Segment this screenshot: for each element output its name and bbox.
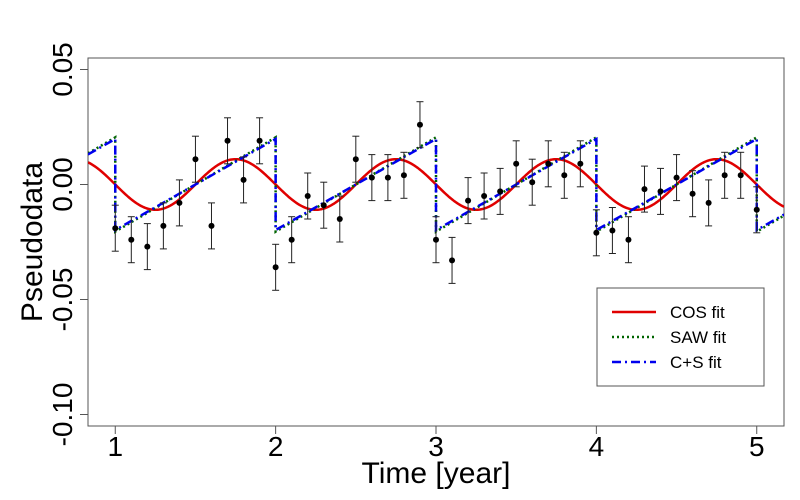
data-point	[689, 190, 696, 197]
data-point	[753, 206, 760, 213]
data-point	[657, 188, 664, 195]
data-point	[288, 236, 295, 243]
data-point	[481, 193, 488, 199]
data-point	[256, 137, 263, 144]
x-tick-label: 3	[428, 431, 444, 462]
y-axis-label: Pseudodata	[16, 162, 49, 322]
data-point	[529, 179, 536, 186]
data-point	[336, 216, 343, 222]
data-point	[144, 243, 151, 250]
legend-box	[596, 287, 765, 387]
data-point	[513, 160, 520, 167]
data-point	[112, 225, 119, 232]
data-point	[449, 257, 456, 264]
data-point	[721, 172, 728, 179]
x-tick-label: 1	[107, 431, 123, 462]
data-point	[400, 172, 407, 179]
data-point	[497, 188, 504, 195]
x-tick-label: 5	[749, 431, 765, 462]
data-point	[561, 172, 568, 179]
data-point	[384, 174, 391, 181]
data-point	[320, 202, 327, 209]
y-tick-label: -0.05	[47, 268, 78, 332]
data-point	[128, 236, 135, 243]
data-point	[416, 121, 423, 128]
data-point	[593, 229, 600, 236]
x-axis: 1 2 3 4 5	[107, 426, 765, 462]
x-tick-label: 2	[268, 431, 284, 462]
legend-label-cos: COS fit	[670, 303, 725, 322]
data-point	[705, 199, 712, 206]
data-point	[272, 264, 279, 271]
data-point	[673, 174, 680, 181]
data-point	[352, 156, 359, 163]
x-tick-label: 4	[589, 431, 605, 462]
data-point	[176, 199, 183, 206]
data-point	[368, 174, 375, 181]
y-tick-label: 0.05	[47, 42, 78, 97]
data-point	[433, 236, 439, 243]
data-point	[240, 176, 247, 183]
data-point	[304, 193, 311, 199]
c-plus-s-fit-line	[88, 136, 784, 233]
legend-label-saw: SAW fit	[670, 328, 726, 347]
data-point	[737, 172, 744, 179]
y-tick-label: -0.10	[47, 383, 78, 447]
legend-label-cs: C+S fit	[670, 353, 722, 372]
data-point	[465, 197, 472, 204]
y-tick-label: 0.00	[47, 157, 78, 212]
data-point	[160, 222, 167, 229]
data-point	[641, 186, 648, 193]
data-point	[192, 156, 199, 163]
x-axis-label: Time [year]	[362, 457, 511, 490]
data-points	[111, 101, 761, 291]
data-point	[625, 236, 632, 243]
y-axis: -0.10 -0.05 0.00 0.05	[47, 42, 88, 446]
data-point	[577, 160, 584, 167]
data-point	[609, 227, 616, 234]
data-point	[224, 137, 231, 144]
legend: COS fit SAW fit C+S fit	[596, 287, 765, 387]
data-point	[208, 222, 215, 229]
data-point	[545, 160, 552, 167]
